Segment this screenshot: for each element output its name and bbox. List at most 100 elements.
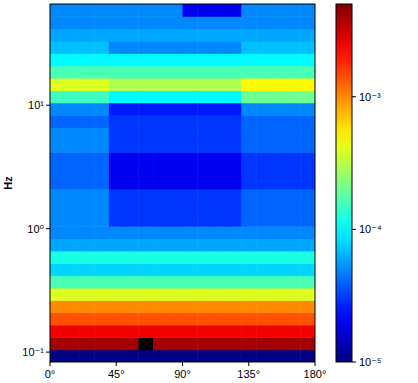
cell bbox=[286, 263, 301, 276]
cell bbox=[94, 251, 109, 264]
cell bbox=[124, 313, 139, 326]
cell bbox=[168, 288, 183, 301]
cell bbox=[94, 127, 109, 140]
cell bbox=[286, 325, 301, 338]
cell bbox=[286, 164, 301, 177]
cell bbox=[271, 103, 286, 116]
cell bbox=[168, 103, 183, 116]
cell bbox=[109, 276, 124, 289]
cell bbox=[197, 313, 212, 326]
cell bbox=[256, 313, 271, 326]
cell bbox=[300, 29, 315, 42]
cell bbox=[271, 276, 286, 289]
cell bbox=[300, 263, 315, 276]
cell bbox=[212, 103, 227, 116]
cell bbox=[197, 325, 212, 338]
cell bbox=[212, 214, 227, 227]
cell bbox=[183, 103, 198, 116]
cell bbox=[65, 177, 80, 190]
cell bbox=[197, 78, 212, 91]
cell bbox=[79, 127, 94, 140]
cell bbox=[241, 263, 256, 276]
cell bbox=[227, 189, 242, 202]
cell bbox=[65, 189, 80, 202]
x-tick-label: 180° bbox=[304, 368, 327, 380]
cell bbox=[65, 214, 80, 227]
cell bbox=[50, 214, 65, 227]
cell bbox=[256, 127, 271, 140]
cell bbox=[227, 4, 242, 17]
cell bbox=[300, 288, 315, 301]
cell bbox=[168, 66, 183, 79]
cell bbox=[286, 288, 301, 301]
cell bbox=[241, 127, 256, 140]
cell bbox=[153, 90, 168, 103]
cell bbox=[227, 239, 242, 252]
cell bbox=[212, 29, 227, 42]
cell bbox=[50, 313, 65, 326]
cell bbox=[227, 214, 242, 227]
cell bbox=[124, 214, 139, 227]
x-tick-label: 90° bbox=[174, 368, 191, 380]
cell bbox=[124, 251, 139, 264]
cell bbox=[183, 239, 198, 252]
cell bbox=[212, 164, 227, 177]
cell bbox=[168, 226, 183, 239]
cell bbox=[168, 263, 183, 276]
cell bbox=[138, 337, 153, 350]
cell bbox=[79, 29, 94, 42]
cell bbox=[109, 78, 124, 91]
cell bbox=[65, 313, 80, 326]
cell bbox=[212, 239, 227, 252]
cell bbox=[227, 16, 242, 29]
cell bbox=[50, 189, 65, 202]
cell bbox=[197, 288, 212, 301]
cell bbox=[271, 66, 286, 79]
cell bbox=[50, 66, 65, 79]
cell bbox=[183, 53, 198, 66]
cell bbox=[212, 152, 227, 165]
cell bbox=[124, 276, 139, 289]
cell bbox=[109, 90, 124, 103]
cell bbox=[271, 140, 286, 153]
cell bbox=[168, 313, 183, 326]
cell bbox=[227, 53, 242, 66]
cell bbox=[124, 325, 139, 338]
cell bbox=[212, 325, 227, 338]
cell bbox=[227, 263, 242, 276]
cell bbox=[271, 313, 286, 326]
cell bbox=[94, 16, 109, 29]
cell bbox=[300, 78, 315, 91]
cell bbox=[271, 202, 286, 215]
cell bbox=[300, 337, 315, 350]
cell bbox=[286, 226, 301, 239]
cell bbox=[168, 4, 183, 17]
cell bbox=[212, 127, 227, 140]
cell bbox=[153, 4, 168, 17]
cell bbox=[300, 239, 315, 252]
cell bbox=[241, 189, 256, 202]
cell bbox=[183, 140, 198, 153]
cell bbox=[124, 66, 139, 79]
cell bbox=[124, 41, 139, 54]
cell bbox=[124, 337, 139, 350]
cell bbox=[94, 103, 109, 116]
cell bbox=[138, 127, 153, 140]
cell bbox=[65, 276, 80, 289]
cell bbox=[271, 152, 286, 165]
cell bbox=[138, 251, 153, 264]
cell bbox=[286, 41, 301, 54]
cell bbox=[183, 325, 198, 338]
cell bbox=[286, 29, 301, 42]
cell bbox=[286, 276, 301, 289]
cell bbox=[183, 189, 198, 202]
cell bbox=[241, 325, 256, 338]
cell bbox=[124, 127, 139, 140]
x-tick bbox=[248, 362, 249, 366]
cell bbox=[94, 78, 109, 91]
cell bbox=[197, 337, 212, 350]
cell bbox=[138, 4, 153, 17]
cell bbox=[241, 66, 256, 79]
cell bbox=[212, 276, 227, 289]
cell bbox=[300, 103, 315, 116]
